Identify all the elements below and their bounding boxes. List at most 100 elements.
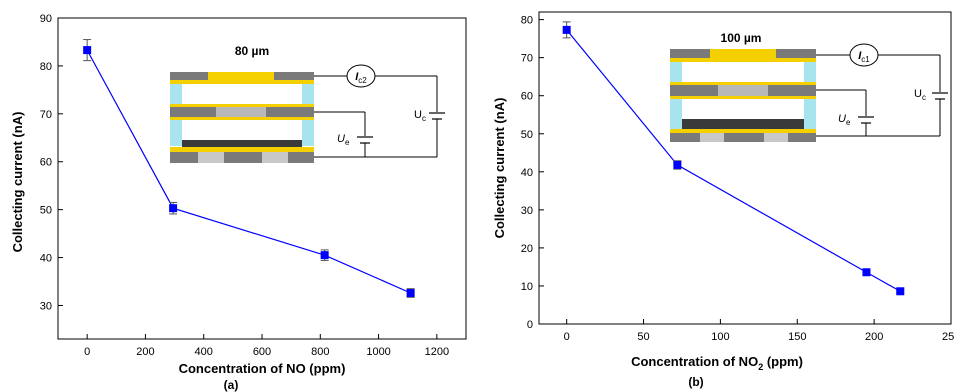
- x-tick-label: 1200: [425, 346, 449, 358]
- y-tick-label: 90: [40, 13, 52, 25]
- data-point: [83, 46, 92, 55]
- y-tick-label: 40: [521, 167, 533, 179]
- y-tick-label: 70: [521, 53, 533, 65]
- x-axis-title-b: Concentration of NO2 (ppm): [631, 354, 803, 372]
- inset-diagram-b: 100 µm Ic1 Uc: [670, 31, 948, 142]
- y-tick-label: 0: [527, 319, 533, 331]
- collector-voltage-label: U: [414, 109, 422, 121]
- series-a: [83, 39, 415, 298]
- gold-strip: [670, 58, 816, 62]
- svg-text:Ue: Ue: [838, 113, 851, 127]
- y-tick-label: 10: [521, 281, 533, 293]
- data-point: [562, 25, 571, 34]
- spacer-left: [170, 120, 182, 146]
- y-tick-label: 80: [40, 61, 52, 73]
- emitter-voltage-label: U: [337, 133, 345, 145]
- series-b: [562, 21, 905, 296]
- series-line: [566, 29, 901, 292]
- spacer-right: [804, 99, 816, 131]
- data-point: [673, 160, 682, 169]
- x-ticks-a: 0 200 400 600 800 1000 1200: [84, 334, 449, 358]
- electrode-bottom-hatch: [700, 133, 724, 142]
- gold-strip: [170, 147, 314, 152]
- electrode-bottom-hatch: [764, 133, 788, 142]
- y-tick-label: 20: [521, 243, 533, 255]
- panel-label-b: (b): [688, 375, 703, 389]
- svg-text:Ic2: Ic2: [355, 71, 367, 85]
- cnt-film: [182, 140, 302, 147]
- chart-panel-b: 0 10 20 30 40 50 60 70 80 0 50 100 150 200 25 Collect…: [492, 11, 954, 389]
- plot-frame-b: [538, 11, 952, 325]
- electrode-bottom: [670, 133, 816, 142]
- data-point: [320, 251, 329, 260]
- inset-title-a: 80 µm: [235, 44, 269, 58]
- x-tick-label: 600: [253, 346, 271, 358]
- y-tick-label: 30: [40, 300, 52, 312]
- electrode-top-gold: [710, 49, 776, 58]
- data-point: [862, 268, 871, 277]
- ammeter-label: I: [355, 71, 359, 83]
- y-tick-label: 60: [521, 91, 533, 103]
- spacer-right: [302, 120, 314, 146]
- data-point: [406, 289, 415, 298]
- electrode-bottom-hatch: [198, 152, 224, 163]
- x-tick-label: 200: [865, 331, 883, 343]
- x-axis-title-a: Concentration of NO (ppm): [179, 361, 346, 376]
- svg-text:Uc: Uc: [414, 109, 426, 123]
- x-tick-label: 150: [788, 331, 806, 343]
- spacer-left: [670, 99, 682, 131]
- gold-strip: [170, 117, 314, 120]
- svg-text:Ic1: Ic1: [858, 50, 870, 64]
- ammeter-subscript: c1: [861, 55, 870, 64]
- electrode-bottom-hatch: [262, 152, 288, 163]
- y-ticks-b: 0 10 20 30 40 50 60 70 80: [521, 15, 544, 331]
- ammeter-subscript: c2: [358, 76, 367, 85]
- x-tick-label: 50: [637, 331, 649, 343]
- collector-voltage-subscript: c: [922, 93, 926, 102]
- x-axis-title-b-unit: (ppm): [763, 354, 803, 369]
- spacer-right: [804, 62, 816, 82]
- data-point: [169, 204, 178, 213]
- spacer-left: [670, 62, 682, 82]
- x-tick-label: 400: [195, 346, 213, 358]
- gold-strip: [170, 104, 314, 107]
- y-tick-label: 50: [40, 205, 52, 217]
- svg-text:Ue: Ue: [337, 133, 350, 147]
- x-tick-label: 800: [311, 346, 329, 358]
- x-axis-title-b-main: Concentration of NO: [631, 354, 758, 369]
- emitter-voltage-subscript: e: [846, 118, 851, 127]
- electrode-middle-hatch: [216, 107, 266, 117]
- inset-diagram-a: 80 µm Ic2 Uc: [170, 44, 445, 163]
- spacer-right: [302, 84, 314, 104]
- emitter-voltage-subscript: e: [345, 138, 350, 147]
- x-tick-label: 200: [136, 346, 154, 358]
- x-tick-label: 1000: [366, 346, 390, 358]
- y-tick-label: 30: [521, 205, 533, 217]
- gold-strip: [170, 80, 314, 84]
- x-tick-label-clipped: 25: [942, 331, 954, 343]
- svg-text:Uc: Uc: [914, 88, 926, 102]
- series-line: [86, 49, 411, 294]
- y-tick-label: 80: [521, 15, 533, 27]
- y-tick-label: 70: [40, 109, 52, 121]
- y-tick-label: 50: [521, 129, 533, 141]
- electrode-bottom: [170, 152, 314, 163]
- y-ticks-a: 30 40 50 60 70 80 90: [40, 13, 63, 312]
- data-point: [896, 287, 905, 296]
- panel-label-a: (a): [224, 378, 239, 392]
- spacer-left: [170, 84, 182, 104]
- electrode-top-gold: [208, 72, 274, 80]
- electrode-middle-hatch: [718, 85, 768, 96]
- cnt-film: [682, 119, 804, 129]
- gold-strip: [670, 96, 816, 99]
- gold-strip: [670, 82, 816, 85]
- x-tick-label: 0: [84, 346, 90, 358]
- y-axis-title-a: Collecting current (nA): [10, 112, 25, 253]
- emitter-voltage-label: U: [838, 113, 846, 125]
- x-ticks-b: 0 50 100 150 200 25: [564, 319, 954, 343]
- inset-title-b: 100 µm: [721, 31, 762, 45]
- y-axis-title-b: Collecting current (nA): [492, 98, 507, 239]
- gold-strip: [670, 129, 816, 133]
- chart-panel-a: 30 40 50 60 70 80 90 0 200 400 600 800 1000 1200 Col…: [10, 13, 467, 392]
